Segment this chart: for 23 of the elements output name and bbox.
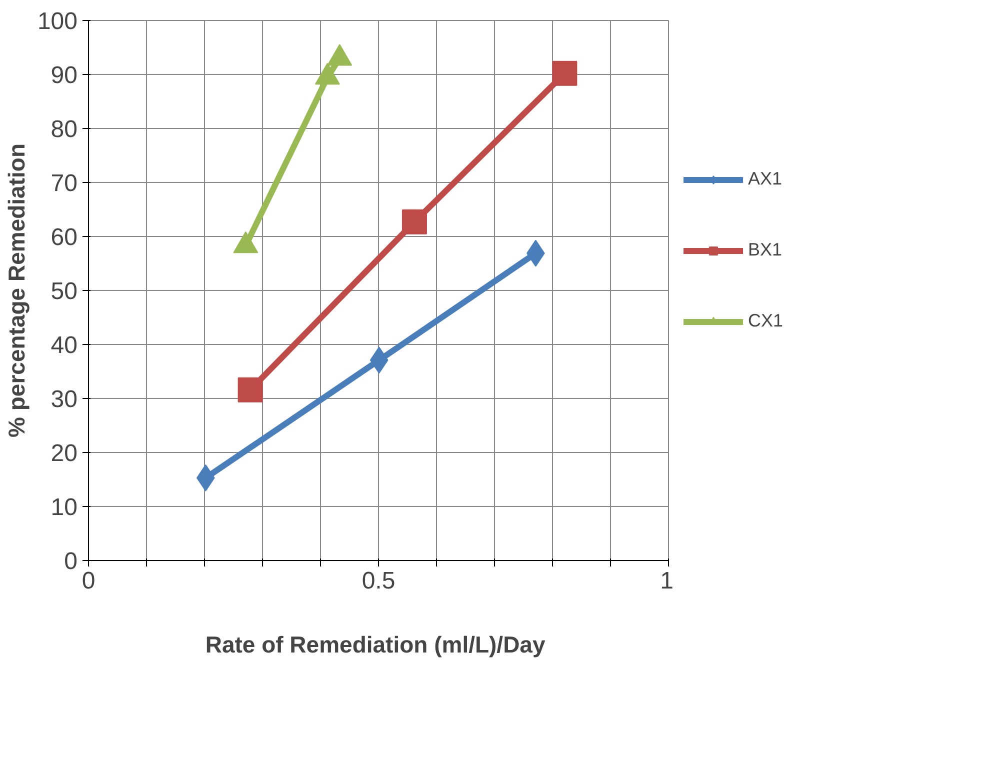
point xyxy=(402,209,427,234)
y-tick-label: 50 xyxy=(50,278,78,305)
x-tick-label: 1 xyxy=(660,568,674,594)
x-tick-label: 0.5 xyxy=(362,568,396,594)
legend-label: AX1 xyxy=(748,168,782,190)
y-tick-label: 20 xyxy=(50,440,78,467)
y-tick-label: 70 xyxy=(50,170,78,197)
y-tick-label: 30 xyxy=(50,386,78,413)
y-tick-label: 0 xyxy=(64,548,78,575)
point xyxy=(238,377,263,402)
y-tick-label: 90 xyxy=(50,62,78,89)
legend-label: CX1 xyxy=(748,310,784,332)
y-tick-label: 60 xyxy=(50,224,78,251)
y-tick-label: 80 xyxy=(50,116,78,143)
x-axis-title: Rate of Remediation (ml/L)/Day xyxy=(205,632,546,658)
legend-label: BX1 xyxy=(748,240,782,260)
y-axis-title: % percentage Remediation xyxy=(3,144,30,438)
point xyxy=(327,44,352,66)
x-tick-label: 0 xyxy=(82,568,96,594)
point xyxy=(314,62,340,85)
y-tick-label: 10 xyxy=(50,494,78,521)
y-tick-label: 100 xyxy=(37,8,78,35)
y-tick-label: 40 xyxy=(50,332,78,359)
